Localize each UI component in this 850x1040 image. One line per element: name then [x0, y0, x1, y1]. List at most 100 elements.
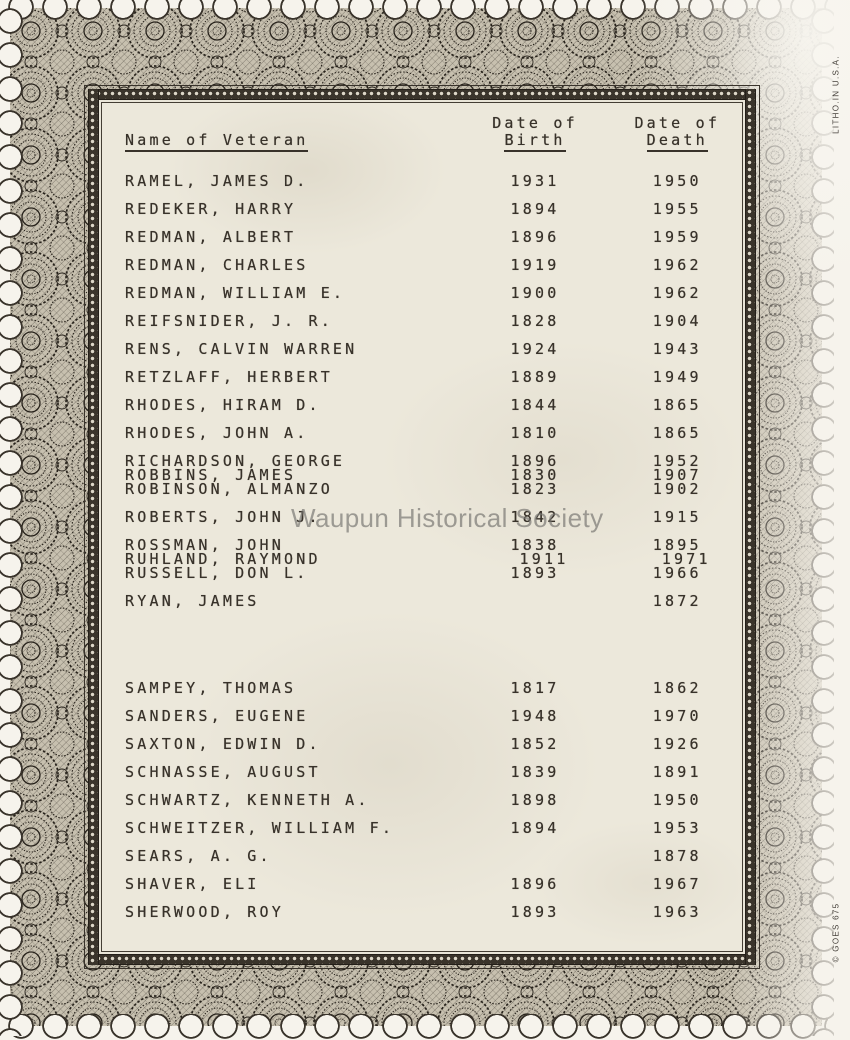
birth-year: 1810: [510, 424, 560, 442]
death-year: 1962: [652, 256, 702, 274]
birth-year: 1844: [510, 396, 560, 414]
veteran-name: RHODES, HIRAM D.: [125, 396, 321, 414]
veteran-name: REDEKER, HARRY: [125, 200, 297, 218]
birth-year: 1900: [510, 284, 560, 302]
frame-band-right: [745, 89, 756, 965]
table-row: SCHWEITZER, WILLIAM F. 1894 1953: [102, 820, 742, 837]
veteran-name: ROBBINS, JAMES: [125, 466, 297, 484]
death-year: 1952: [652, 452, 702, 470]
veteran-name: SHERWOOD, ROY: [125, 903, 284, 921]
death-year: 1904: [652, 312, 702, 330]
veteran-name: SHAVER, ELI: [125, 875, 260, 893]
death-year: 1872: [652, 592, 702, 610]
table-row: ROBBINS, JAMES 1830 1907: [102, 467, 742, 484]
veteran-name: ROBERTS, JOHN J.: [125, 508, 321, 526]
table-row: RAMEL, JAMES D. 1931 1950: [102, 173, 742, 190]
veteran-name: RYAN, JAMES: [125, 592, 260, 610]
death-year: 1865: [652, 424, 702, 442]
birth-year: 1838: [510, 536, 560, 554]
table-row: RYAN, JAMES 1872: [102, 593, 742, 610]
veteran-name: SANDERS, EUGENE: [125, 707, 309, 725]
death-year: 1966: [652, 564, 702, 582]
table-row: ROSSMAN, JOHN 1838 1895: [102, 537, 742, 554]
veteran-name: REIFSNIDER, J. R.: [125, 312, 333, 330]
table-row: REIFSNIDER, J. R. 1828 1904: [102, 313, 742, 330]
veteran-name: SCHWEITZER, WILLIAM F.: [125, 819, 395, 837]
header-birth-line2: Birth: [504, 132, 566, 152]
table-row: RUSSELL, DON L. 1893 1966: [102, 565, 742, 582]
table-row: REDMAN, WILLIAM E. 1900 1962: [102, 285, 742, 302]
table-row: SAXTON, EDWIN D. 1852 1926: [102, 736, 742, 753]
table-row: RICHARDSON, GEORGE 1896 1952: [102, 453, 742, 470]
birth-year: [458, 848, 613, 865]
veteran-name: REDMAN, ALBERT: [125, 228, 297, 246]
header-birth: Date of Birth: [458, 115, 613, 152]
table-row: REDEKER, HARRY 1894 1955: [102, 201, 742, 218]
table-row: SCHNASSE, AUGUST 1839 1891: [102, 764, 742, 781]
veteran-name: SEARS, A. G.: [125, 847, 272, 865]
birth-year: 1817: [510, 679, 560, 697]
table-row: SCHWARTZ, KENNETH A. 1898 1950: [102, 792, 742, 809]
birth-year: 1898: [510, 791, 560, 809]
header-birth-line1: Date of: [492, 114, 578, 132]
death-year: 1891: [652, 763, 702, 781]
table-row: ROBINSON, ALMANZO 1823 1902: [102, 481, 742, 498]
veteran-name: REDMAN, WILLIAM E.: [125, 284, 346, 302]
death-year: 1963: [652, 903, 702, 921]
death-year: 1970: [652, 707, 702, 725]
header-name-label: Name of Veteran: [125, 132, 309, 152]
veteran-name: SCHWARTZ, KENNETH A.: [125, 791, 370, 809]
death-year: 1865: [652, 396, 702, 414]
table-header-row: Name of Veteran Date of Birth Date of De…: [102, 115, 742, 152]
table-row: RUHLAND, RAYMOND 1911 1971: [102, 551, 742, 568]
birth-year: 1896: [510, 228, 560, 246]
table-row: SAMPEY, THOMAS 1817 1862: [102, 680, 742, 697]
veteran-name: RICHARDSON, GEORGE: [125, 452, 346, 470]
birth-year: 1894: [510, 819, 560, 837]
roster: Name of Veteran Date of Birth Date of De…: [102, 103, 742, 951]
table-row: SANDERS, EUGENE 1948 1970: [102, 708, 742, 725]
birth-year: 1919: [510, 256, 560, 274]
header-death: Date of Death: [613, 115, 742, 152]
table-row: RHODES, HIRAM D. 1844 1865: [102, 397, 742, 414]
birth-year: 1889: [510, 368, 560, 386]
death-year: 1915: [652, 508, 702, 526]
death-year: 1902: [652, 480, 702, 498]
death-year: 1907: [652, 466, 702, 484]
veteran-name: RETZLAFF, HERBERT: [125, 368, 333, 386]
death-year: 1950: [652, 172, 702, 190]
header-death-line2: Death: [646, 132, 708, 152]
veteran-name: ROSSMAN, JOHN: [125, 536, 284, 554]
death-year: 1943: [652, 340, 702, 358]
printer-mark: © GOES 675: [831, 902, 841, 963]
birth-year: 1924: [510, 340, 560, 358]
table-body: RAMEL, JAMES D. 1931 1950 REDEKER, HARRY…: [102, 173, 742, 921]
table-row: RHODES, JOHN A. 1810 1865: [102, 425, 742, 442]
table-row: REDMAN, CHARLES 1919 1962: [102, 257, 742, 274]
death-year: 1959: [652, 228, 702, 246]
litho-mark: LITHO.IN U.S.A.: [831, 55, 841, 134]
table-row: REDMAN, ALBERT 1896 1959: [102, 229, 742, 246]
birth-year: 1823: [510, 480, 560, 498]
veteran-name: SAXTON, EDWIN D.: [125, 735, 321, 753]
death-year: 1878: [652, 847, 702, 865]
table-row: RENS, CALVIN WARREN 1924 1943: [102, 341, 742, 358]
birth-year: 1911: [519, 550, 569, 568]
veteran-name: RAMEL, JAMES D.: [125, 172, 309, 190]
table-row: SHERWOOD, ROY 1893 1963: [102, 904, 742, 921]
birth-year: 1893: [510, 564, 560, 582]
death-year: 1895: [652, 536, 702, 554]
birth-year: 1896: [510, 875, 560, 893]
birth-year: 1948: [510, 707, 560, 725]
death-year: 1955: [652, 200, 702, 218]
veteran-name: REDMAN, CHARLES: [125, 256, 309, 274]
table-row: SHAVER, ELI 1896 1967: [102, 876, 742, 893]
header-name: Name of Veteran: [102, 132, 458, 152]
birth-year: 1931: [510, 172, 560, 190]
death-year: 1926: [652, 735, 702, 753]
veteran-name: RUSSELL, DON L.: [125, 564, 309, 582]
veteran-name: RENS, CALVIN WARREN: [125, 340, 358, 358]
frame-band-left: [88, 89, 99, 965]
veteran-name: RUHLAND, RAYMOND: [125, 550, 321, 568]
